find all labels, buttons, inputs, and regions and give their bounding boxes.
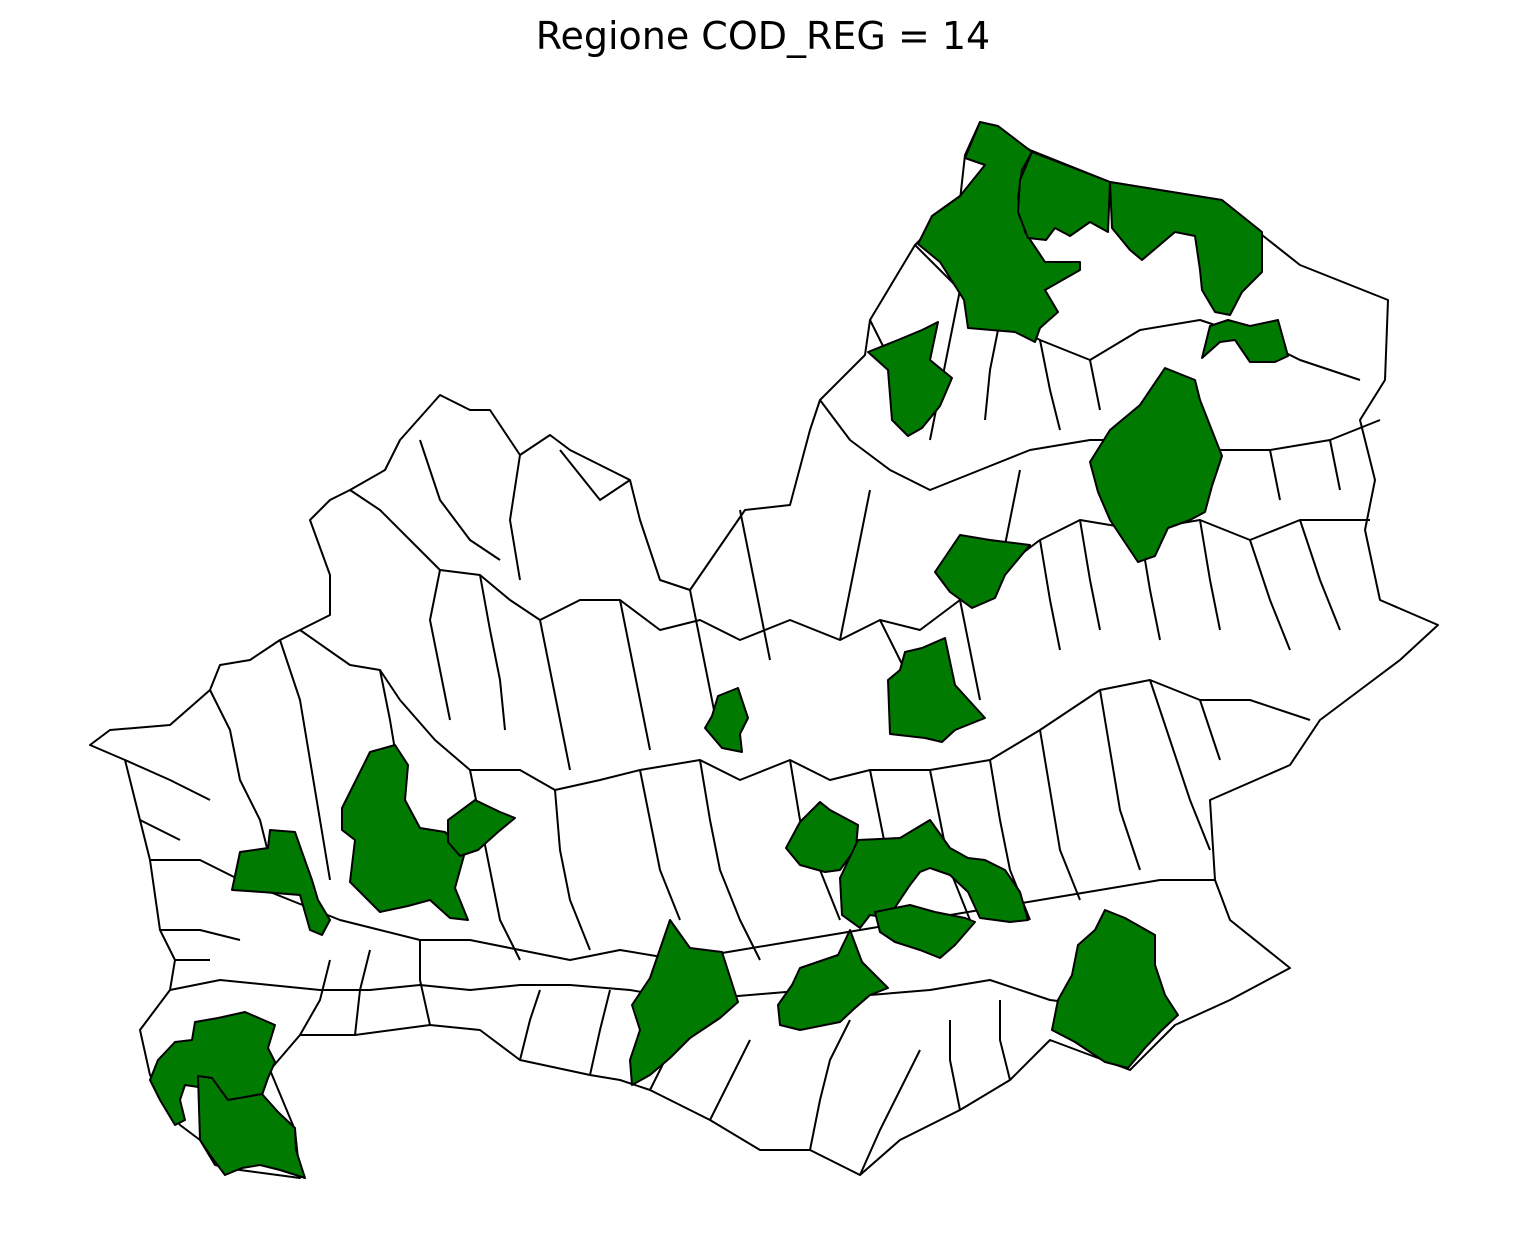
highlighted-municipality[interactable] [1089,367,1223,563]
highlighted-municipality[interactable] [629,919,739,1086]
map-title: Regione COD_REG = 14 [535,14,991,58]
highlighted-municipality[interactable] [197,1075,306,1179]
highlighted-municipality[interactable] [1017,151,1111,241]
highlighted-municipality[interactable] [1051,909,1179,1069]
highlighted-municipality[interactable] [704,687,749,753]
highlighted-municipality[interactable] [874,904,976,959]
highlighted-municipality[interactable] [341,744,469,921]
highlighted-municipalities [149,121,1289,1179]
highlighted-municipality[interactable] [934,534,1031,609]
highlighted-municipality[interactable] [777,929,889,1031]
highlighted-municipality[interactable] [887,637,986,743]
highlighted-municipality[interactable] [867,321,953,437]
highlighted-municipality[interactable] [1109,181,1263,316]
highlighted-municipality[interactable] [785,801,859,873]
highlighted-municipality[interactable] [1201,319,1289,363]
highlighted-municipality[interactable] [231,829,331,936]
highlighted-municipality[interactable] [839,819,1029,929]
highlighted-municipality[interactable] [447,799,516,857]
